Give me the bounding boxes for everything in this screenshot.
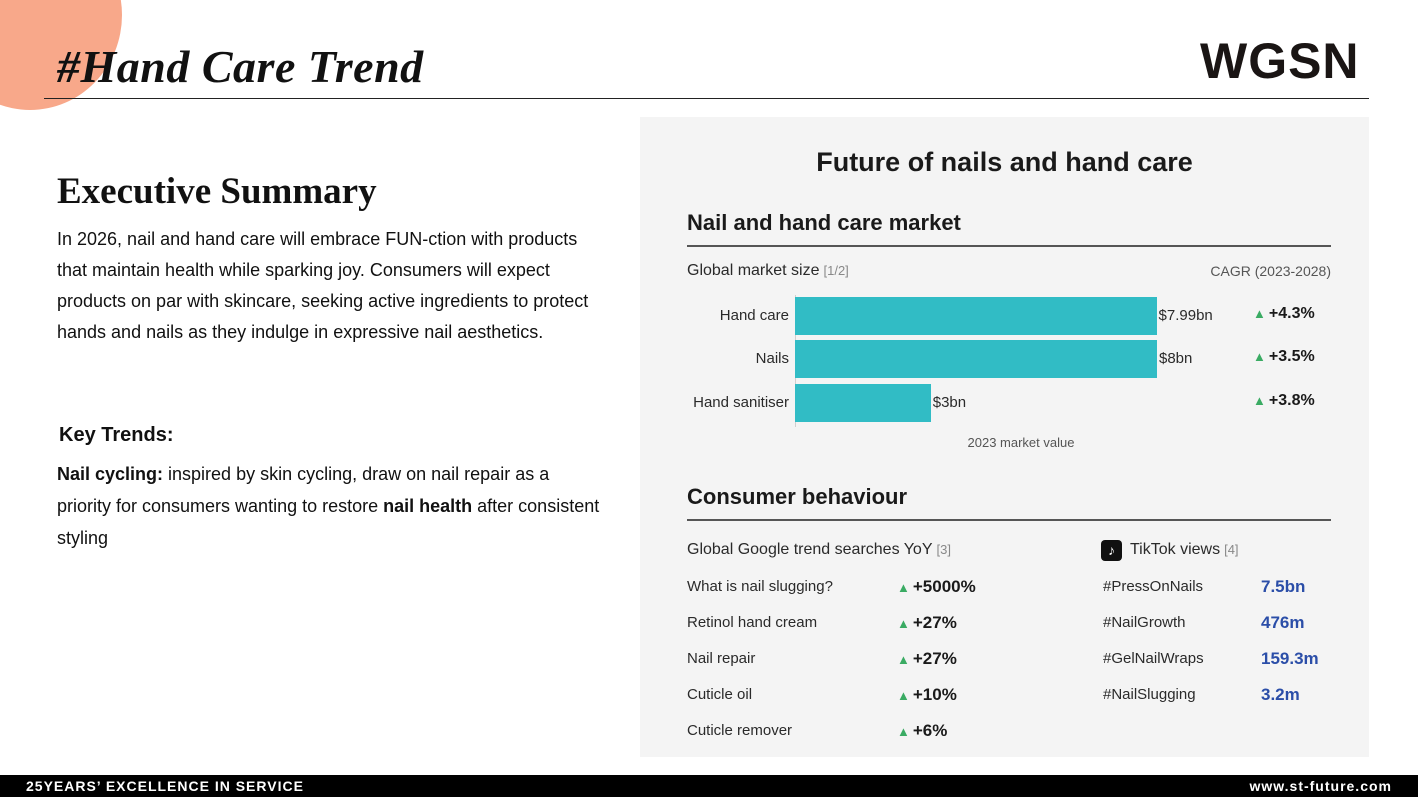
- tiktok-views-value: 7.5bn: [1261, 577, 1306, 596]
- google-search-term: Nail repair: [687, 650, 756, 667]
- footer-tagline: 25YEARS’ EXCELLENCE IN SERVICE: [26, 778, 304, 794]
- footer-website: www.st-future.com: [1249, 778, 1392, 794]
- google-search-change: ▲ +6%: [897, 721, 948, 740]
- google-searches-ref: [3]: [936, 542, 951, 557]
- cagr-value: ▲ +3.5%: [1253, 348, 1315, 365]
- bar-value-label: $3bn: [932, 394, 967, 411]
- google-searches-label: Global Google trend searches YoY [3]: [687, 541, 951, 558]
- footer-bar: 25YEARS’ EXCELLENCE IN SERVICE www.st-fu…: [0, 775, 1418, 797]
- tiktok-icon: ♪: [1101, 540, 1122, 561]
- bar-value-label: $8bn: [1159, 350, 1193, 367]
- tiktok-hashtag: #NailSlugging: [1103, 686, 1196, 703]
- bar-axis-label: 2023 market value: [967, 435, 1075, 450]
- bar: [795, 297, 1157, 335]
- tiktok-hashtag: #GelNailWraps: [1103, 650, 1204, 667]
- trend-text-b: after consistent styling: [57, 496, 600, 548]
- key-trends-title: Key Trends:: [59, 424, 174, 446]
- up-arrow-icon: ▲: [897, 616, 910, 631]
- up-arrow-icon: ▲: [1253, 393, 1266, 408]
- up-arrow-icon: ▲: [1253, 349, 1266, 364]
- google-search-term: What is nail slugging?: [687, 578, 833, 595]
- google-search-term: Cuticle remover: [687, 722, 793, 739]
- trend-text-a: inspired by skin cycling, draw on nail r…: [57, 464, 550, 516]
- bar: [795, 384, 931, 422]
- trend-lead: Nail cycling:: [57, 464, 164, 484]
- google-search-change: ▲ +10%: [897, 685, 957, 704]
- google-search-term: Cuticle oil: [687, 686, 753, 703]
- market-size-ref: [1/2]: [823, 263, 849, 278]
- bar: [795, 340, 1157, 378]
- google-search-term: Retinol hand cream: [687, 614, 818, 631]
- google-search-change: ▲ +5000%: [897, 577, 976, 596]
- header-divider: [44, 98, 1369, 99]
- summary-title: Executive Summary: [57, 171, 377, 212]
- up-arrow-icon: ▲: [897, 688, 910, 703]
- tiktok-hashtag: #PressOnNails: [1103, 578, 1204, 595]
- tiktok-views-ref: [4]: [1224, 542, 1239, 557]
- trend-bold: nail health: [383, 496, 473, 516]
- cagr-header: CAGR (2023-2028): [1210, 263, 1331, 279]
- panel-title: Future of nails and hand care: [816, 147, 1193, 177]
- tiktok-views-label: TikTok views [4]: [1130, 541, 1239, 558]
- summary-text: In 2026, nail and hand care will embrace…: [57, 229, 589, 342]
- google-search-change: ▲ +27%: [897, 649, 957, 668]
- cagr-value: ▲ +3.8%: [1253, 392, 1315, 409]
- bar-value-label: $7.99bn: [1158, 307, 1213, 324]
- key-trends-text: Nail cycling: inspired by skin cycling, …: [57, 458, 602, 554]
- cagr-value: ▲ +4.3%: [1253, 305, 1315, 322]
- google-search-change: ▲ +27%: [897, 613, 957, 632]
- tiktok-views-value: 476m: [1261, 613, 1305, 632]
- consumer-section-rule: [687, 519, 1331, 521]
- tiktok-views-value: 159.3m: [1261, 649, 1319, 668]
- market-section-rule: [687, 245, 1331, 247]
- wgsn-logo: WGSN: [1200, 33, 1360, 89]
- infographic-panel: Future of nails and hand care Nail and h…: [640, 117, 1369, 757]
- page-title: #Hand Care Trend: [57, 41, 424, 92]
- up-arrow-icon: ▲: [897, 724, 910, 739]
- tiktok-views-value: 3.2m: [1261, 685, 1300, 704]
- bar-label: Hand sanitiser: [693, 394, 789, 411]
- up-arrow-icon: ▲: [1253, 306, 1266, 321]
- up-arrow-icon: ▲: [897, 580, 910, 595]
- tiktok-hashtag: #NailGrowth: [1103, 614, 1186, 631]
- bar-label: Nails: [755, 350, 789, 367]
- consumer-section-title: Consumer behaviour: [687, 484, 908, 509]
- market-size-label: Global market size [1/2]: [687, 262, 849, 279]
- bar-label: Hand care: [719, 307, 789, 324]
- up-arrow-icon: ▲: [897, 652, 910, 667]
- market-section-title: Nail and hand care market: [687, 210, 961, 235]
